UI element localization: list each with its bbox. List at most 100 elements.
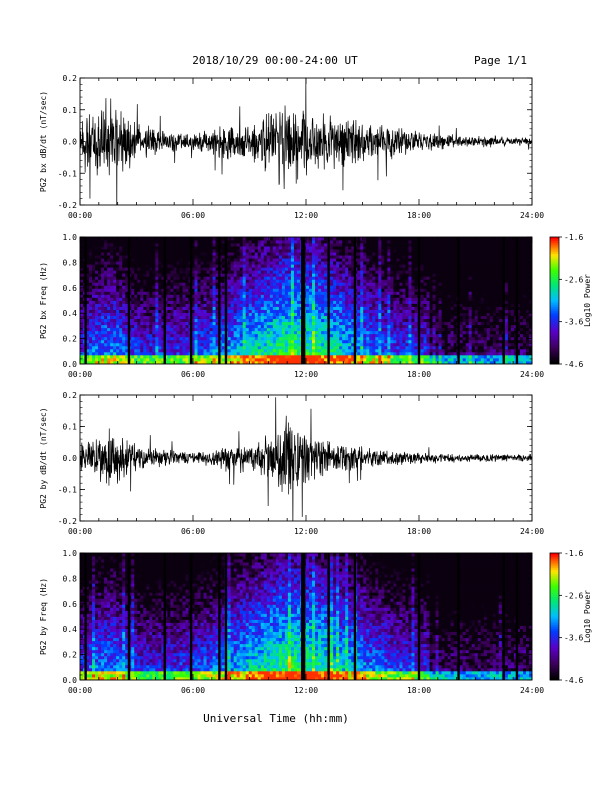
- spectrogram-cell: [257, 276, 262, 280]
- spectrogram-cell: [191, 336, 195, 341]
- spectrogram-cell: [248, 297, 253, 301]
- spectrogram-cell: [212, 267, 216, 271]
- spectrogram-cell: [393, 297, 397, 301]
- spectrogram-cell: [182, 294, 186, 298]
- spectrogram-cell: [306, 273, 310, 277]
- spectrogram-cell: [369, 276, 373, 280]
- spectrogram-cell: [182, 291, 186, 295]
- spectrogram-cell: [140, 258, 144, 262]
- spectrogram-cell: [242, 258, 247, 262]
- spectrogram-cell: [191, 261, 195, 265]
- spectrogram-cell: [101, 303, 105, 307]
- spectrogram-cell: [363, 333, 367, 338]
- spectrogram-cell: [173, 240, 177, 244]
- spectrogram-cell: [230, 240, 235, 244]
- spectrogram-cell: [366, 336, 370, 341]
- spectrogram-cell: [342, 312, 346, 317]
- spectrogram-cell: [155, 318, 159, 323]
- spectrogram-cell: [333, 267, 337, 271]
- spectrogram-cell: [134, 327, 138, 332]
- spectrogram-cell: [402, 351, 406, 356]
- spectrogram-cell: [161, 291, 165, 295]
- spectrogram-cell: [284, 258, 289, 262]
- spectrogram-cell: [393, 357, 397, 362]
- spectrogram-cell: [290, 309, 295, 313]
- spectrogram-cell: [369, 249, 373, 253]
- spectrogram-cell: [110, 237, 114, 241]
- spectrogram-cell: [414, 336, 418, 341]
- spectrogram-cell: [381, 336, 385, 341]
- spectrogram-cell: [342, 279, 346, 283]
- spectrogram-cell: [321, 288, 325, 292]
- spectrogram-cell: [296, 264, 301, 268]
- spectrogram-cell: [402, 297, 406, 301]
- spectrogram-cell: [375, 348, 379, 353]
- x-tick-label: 00:00: [68, 211, 92, 220]
- spectrogram-cell: [119, 252, 123, 256]
- spectrogram-cell: [333, 273, 337, 277]
- spectrogram-cell: [312, 291, 316, 295]
- spectrogram-cell: [89, 237, 93, 241]
- spectrogram-cell: [161, 321, 165, 326]
- spectrogram-cell: [272, 315, 277, 320]
- spectrogram-cell: [366, 294, 370, 298]
- spectrogram-cell: [110, 252, 114, 256]
- spectrogram-cell: [426, 300, 430, 304]
- spectrogram-cell: [101, 279, 105, 283]
- spectrogram-cell: [113, 246, 117, 250]
- spectrogram-cell: [194, 324, 198, 329]
- spectrogram-cell: [203, 240, 207, 244]
- spectrogram-cell: [293, 279, 298, 283]
- spectrogram-cell: [134, 315, 138, 320]
- spectrogram-cell: [119, 294, 123, 298]
- spectrogram-cell: [345, 309, 349, 313]
- spectrogram-cell: [119, 297, 123, 301]
- spectrogram-cell: [339, 354, 343, 359]
- spectrogram-cell: [372, 327, 376, 332]
- spectrogram-cell: [363, 276, 367, 280]
- spectrogram-cell: [357, 321, 361, 326]
- spectrogram-cell: [321, 267, 325, 271]
- spectrogram-cell: [257, 300, 262, 304]
- spectrogram-cell: [179, 309, 183, 313]
- spectrogram-cell: [411, 285, 415, 289]
- spectrogram-cell: [408, 273, 412, 277]
- spectrogram-cell: [185, 243, 189, 247]
- spectrogram-cell: [140, 252, 144, 256]
- spectrogram-cell: [324, 288, 328, 292]
- spectrogram-cell: [209, 297, 213, 301]
- spectrogram-cell: [200, 246, 204, 250]
- spectrogram-cell: [248, 336, 253, 341]
- spectrogram-cell: [260, 354, 265, 359]
- spectrogram-cell: [333, 270, 337, 274]
- spectrogram-cell: [95, 285, 99, 289]
- spectrogram-cell: [402, 324, 406, 329]
- spectrogram-cell: [281, 291, 286, 295]
- spectrogram-cell: [125, 243, 129, 247]
- spectrogram-cell: [104, 282, 108, 286]
- spectrogram-cell: [290, 267, 295, 271]
- spectrogram-cell: [336, 333, 340, 338]
- spectrogram-cell: [200, 276, 204, 280]
- spectrogram-cell: [393, 255, 397, 259]
- spectrogram-cell: [131, 354, 135, 359]
- spectrogram-cell: [269, 237, 274, 241]
- spectrogram-cell: [278, 276, 283, 280]
- spectrogram-cell: [203, 309, 207, 313]
- spectrogram-cell: [387, 270, 391, 274]
- spectrogram-cell: [339, 240, 343, 244]
- spectrogram-cell: [134, 246, 138, 250]
- spectrogram-cell: [254, 357, 259, 362]
- spectrogram-cell: [185, 348, 189, 353]
- spectrogram-cell: [330, 252, 334, 256]
- spectrogram-cell: [170, 345, 174, 350]
- spectrogram-cell: [143, 318, 147, 323]
- spectrogram-cell: [375, 321, 379, 326]
- spectrogram-cell: [95, 321, 99, 326]
- spectrogram-cell: [399, 360, 403, 364]
- spectrogram-cell: [266, 264, 271, 268]
- spectrogram-cell: [209, 318, 213, 323]
- spectrogram-cell: [287, 330, 292, 335]
- spectrogram-cell: [345, 255, 349, 259]
- spectrogram-cell: [104, 258, 108, 262]
